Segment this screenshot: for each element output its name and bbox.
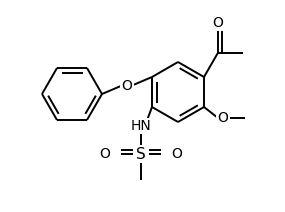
Text: O: O <box>99 147 111 161</box>
Text: HN: HN <box>131 119 151 133</box>
Text: O: O <box>122 78 133 92</box>
Text: O: O <box>217 111 229 125</box>
Text: S: S <box>136 146 146 162</box>
Text: O: O <box>213 16 223 30</box>
Text: O: O <box>172 147 182 161</box>
